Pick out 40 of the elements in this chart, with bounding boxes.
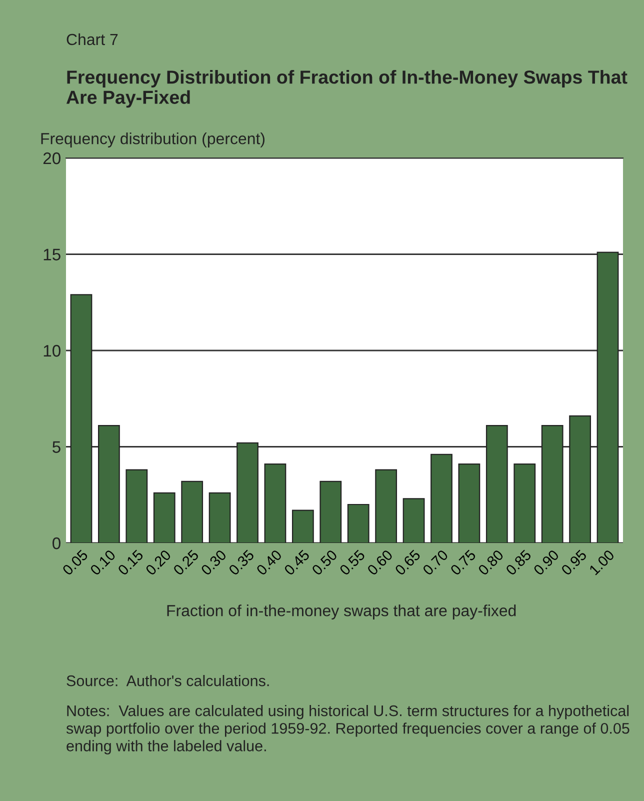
bar (70, 294, 92, 543)
y-tick-label: 20 (43, 152, 60, 164)
chart-title: Frequency Distribution of Fraction of In-the-Money Swaps That Are Pay-Fixed (66, 70, 628, 108)
bar (458, 464, 480, 543)
bar (264, 464, 286, 543)
bar (347, 504, 370, 543)
x-tick-label: 0.40 (256, 549, 282, 576)
bar (126, 469, 148, 543)
bar (236, 442, 258, 543)
bar (292, 510, 314, 543)
y-tick-label: 15 (44, 248, 60, 260)
bar (181, 480, 204, 543)
y-axis-title: Frequency distribution (percent) (41, 132, 264, 148)
source-note: Source: Author's calculations. (66, 675, 269, 686)
x-tick-label: 0.60 (366, 549, 394, 576)
bar (569, 415, 591, 543)
x-tick-label: 0.10 (90, 549, 116, 576)
text: Notes: Values are calculated using historical U.S. term structures for a hypothetical swap portfolio over the period 1959-92. Reported frequencies cover a range of 0.05 ending with the labeled value. (66, 705, 630, 754)
x-tick-label: 0.30 (200, 549, 227, 576)
chart-subtitle: Chart 7 (66, 33, 118, 46)
x-tick-label: 0.70 (422, 549, 449, 576)
x-axis-title: Fraction of in-the-money swaps that are pay-fixed (167, 604, 516, 620)
y-tick-label: 5 (52, 441, 60, 453)
bar (375, 469, 398, 543)
bar (208, 492, 231, 543)
bar (98, 425, 120, 543)
bar (402, 498, 425, 543)
bar (430, 454, 452, 543)
bar (596, 252, 619, 543)
x-tick-label: 0.90 (532, 549, 560, 576)
bar (320, 480, 342, 543)
y-tick-label: 10 (44, 344, 60, 357)
bar (541, 425, 564, 543)
y-tick-label: 0 (52, 537, 60, 550)
x-tick-label: 0.20 (144, 549, 172, 576)
bar (486, 425, 508, 543)
x-tick-label: 0.80 (478, 549, 504, 576)
bar (514, 464, 536, 543)
x-tick-label: 0.50 (311, 549, 338, 576)
bar (153, 492, 176, 543)
